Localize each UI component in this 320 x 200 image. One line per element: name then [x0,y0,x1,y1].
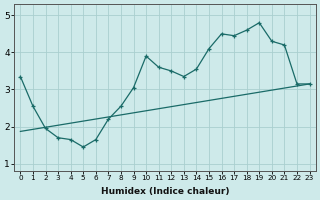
X-axis label: Humidex (Indice chaleur): Humidex (Indice chaleur) [101,187,229,196]
